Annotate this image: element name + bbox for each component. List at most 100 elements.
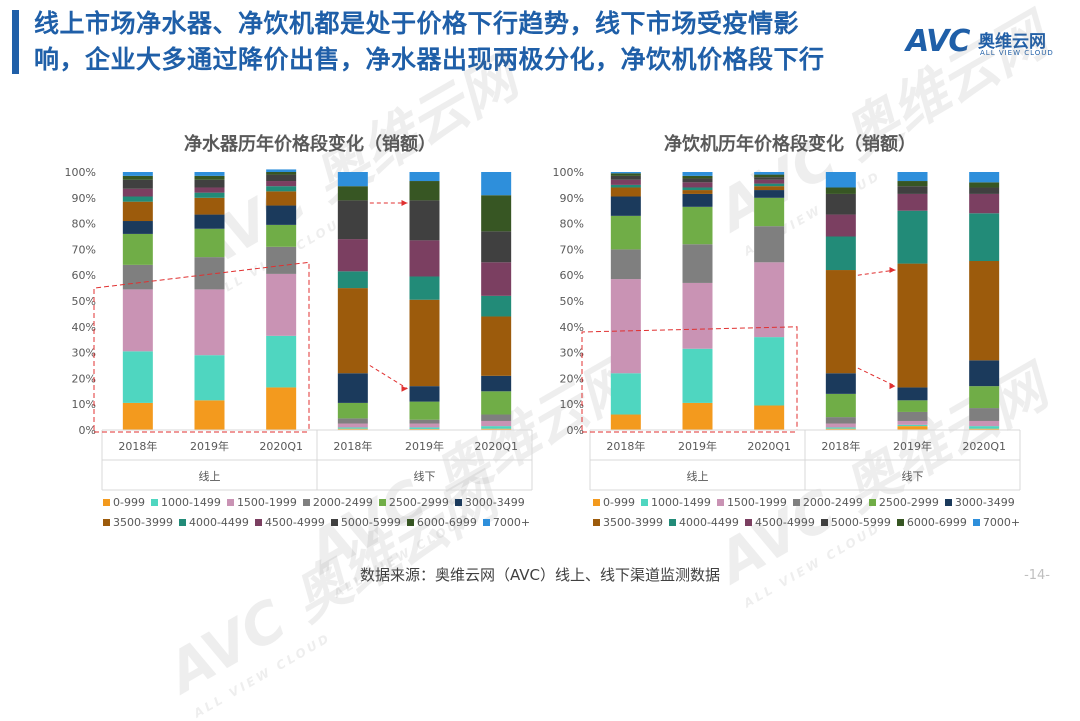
x-tick-label: 2018年 [118, 439, 157, 453]
legend-swatch [668, 518, 676, 526]
x-tick-label: 2020Q1 [962, 440, 1006, 453]
bar-segment-5000-5999 [194, 179, 225, 188]
legend-label: 5000-5999 [830, 515, 891, 529]
legend-label: 2000-2499 [312, 495, 373, 509]
group-label: 线下 [902, 469, 924, 483]
legend-purifier: 0-999 1000-1499 1500-1999 2000-2499 2500-299… [103, 492, 536, 532]
legend-label: 6000-6999 [416, 515, 477, 529]
bar-segment-4000-4499 [122, 196, 153, 202]
bar-segment-2000-2499 [481, 414, 512, 421]
legend-swatch [103, 498, 110, 506]
legend-label: 1500-1999 [236, 495, 297, 509]
legend-item-2000-2499: 2000-2499 [302, 495, 373, 509]
bar-segment-7000plus [122, 172, 153, 176]
bar-segment-1500-1999 [266, 273, 297, 336]
legend-item-2000-2499: 2000-2499 [792, 496, 863, 509]
bar-segment-3000-3499 [682, 193, 713, 207]
annotation-arrow [857, 269, 896, 276]
bar-segment-7000plus [481, 172, 512, 196]
bar-segment-2500-2999 [337, 402, 368, 419]
bar-segment-0-999 [969, 428, 1000, 430]
legend-item-5000-5999: 5000-5999 [820, 515, 891, 529]
bar-segment-4000-4499 [610, 184, 641, 188]
y-tick-label: 40% [560, 321, 584, 334]
legend-label: 3500-3999 [603, 515, 663, 529]
bar-segment-4500-4999 [122, 188, 153, 197]
bar-segment-2000-2499 [969, 408, 1000, 421]
legend-item-4000-4499: 4000-4499 [178, 515, 249, 529]
legend-item-3500-3999: 3500-3999 [593, 516, 663, 529]
bar-segment-1500-1999 [610, 279, 641, 374]
legend-label: 6000-6999 [906, 515, 967, 529]
bar-segment-2000-2499 [122, 264, 153, 290]
bar-segment-6000-6999 [122, 175, 153, 180]
bar-segment-2000-2499 [897, 411, 928, 421]
legend-item-1500-1999: 1500-1999 [716, 495, 787, 509]
bar-segment-7000plus [194, 172, 225, 176]
bar-segment-1000-1499 [194, 355, 225, 401]
bar-segment-3500-3999 [337, 288, 368, 374]
annotation-online-trend [581, 326, 798, 430]
bar-segment-3000-3499 [409, 386, 440, 402]
x-tick-label: 2019年 [893, 439, 932, 453]
y-tick-label: 0% [567, 424, 584, 437]
y-tick-label: 30% [72, 347, 96, 360]
bar-segment-1500-1999 [897, 420, 928, 425]
y-tick-label: 10% [72, 398, 96, 411]
y-tick-label: 60% [72, 269, 96, 282]
legend-label: 3000-3499 [954, 495, 1015, 509]
bar-segment-4500-4999 [194, 187, 225, 193]
annotation-online-trend [93, 261, 310, 430]
legend-label: 1500-1999 [726, 495, 787, 509]
bar-segment-6000-6999 [754, 174, 785, 178]
bar-segment-0-999 [337, 428, 368, 430]
bar-segment-5000-5999 [610, 175, 641, 180]
bar-segment-4000-4499 [266, 186, 297, 192]
bar-segment-1000-1499 [610, 373, 641, 415]
bar-segment-1000-1499 [337, 427, 368, 429]
bar-segment-0-999 [897, 426, 928, 430]
bar-segment-4500-4999 [754, 179, 785, 184]
annotation-arrowhead [889, 267, 896, 274]
bar-segment-3500-3999 [194, 197, 225, 215]
bar-segment-3000-3499 [754, 190, 785, 198]
bar-segment-4000-4499 [682, 187, 713, 191]
bar-segment-1000-1499 [969, 426, 1000, 429]
legend-label: 4500-4999 [754, 515, 815, 529]
bar-segment-0-999 [481, 428, 512, 430]
x-tick-label: 2020Q1 [474, 440, 518, 453]
bar-segment-4000-4499 [337, 271, 368, 289]
legend-swatch [896, 518, 904, 526]
chart-dispenser: 0% 10% 20% 30% 40% 50% 60% 70% 80% 90% 100% 2018年 20… [553, 166, 1021, 491]
bar-segment-7000plus [610, 172, 641, 174]
x-tick-label: 2019年 [405, 439, 444, 453]
bar-segment-2500-2999 [682, 206, 713, 245]
legend-label: 1000-1499 [650, 495, 711, 509]
bar-segment-7000plus [897, 172, 928, 182]
bar-segment-6000-6999 [825, 187, 856, 194]
bar-segment-1500-1999 [825, 423, 856, 428]
annotation-arrowhead [401, 199, 408, 206]
legend-swatch [454, 498, 462, 506]
y-tick-label: 100% [65, 166, 96, 179]
legend-item-4500-4999: 4500-4999 [744, 515, 815, 529]
bar-segment-7000plus [266, 169, 297, 172]
legend-item-1000-1499: 1000-1499 [150, 496, 221, 509]
bar-segment-2500-2999 [481, 391, 512, 415]
bar-segment-6000-6999 [610, 173, 641, 176]
bar-segment-7000plus [825, 172, 856, 188]
bar-segment-7000plus [682, 172, 713, 176]
legend-label: 4000-4499 [188, 515, 249, 529]
y-tick-label: 0% [79, 424, 96, 437]
avc-logo: AVC 奥维云网 ALL VIEW CLOUD [906, 24, 1071, 64]
chart-title-purifier: 净水器历年价格段变化（销额） [184, 134, 436, 155]
bar-segment-2500-2999 [969, 386, 1000, 409]
y-tick-label: 90% [72, 192, 96, 205]
bar-segment-5000-5999 [969, 187, 1000, 194]
bar-segment-1000-1499 [122, 351, 153, 403]
legend-item-5000-5999: 5000-5999 [330, 516, 401, 529]
group-label: 线下 [414, 469, 436, 483]
legend-swatch [406, 518, 414, 526]
y-tick-label: 90% [560, 192, 584, 205]
bar-segment-5000-5999 [825, 193, 856, 215]
